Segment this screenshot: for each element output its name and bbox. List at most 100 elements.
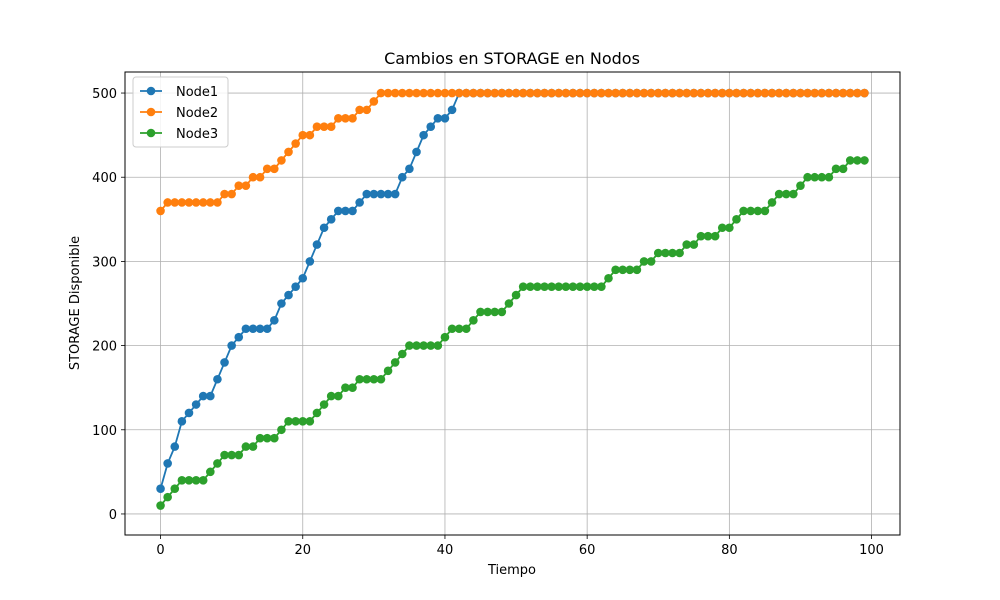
data-point	[454, 324, 464, 334]
data-point	[206, 467, 215, 477]
data-point	[426, 341, 436, 350]
data-point	[355, 374, 364, 384]
data-point	[853, 88, 862, 98]
data-point	[817, 88, 827, 98]
data-point	[547, 282, 556, 291]
data-point	[156, 501, 165, 510]
data-point	[397, 88, 407, 98]
data-point	[447, 324, 457, 334]
data-point	[639, 257, 649, 266]
data-point	[191, 475, 201, 485]
data-point	[853, 156, 862, 165]
data-point	[497, 307, 507, 317]
data-point	[746, 206, 755, 216]
data-point	[419, 341, 428, 350]
legend-item-node3: Node3	[140, 127, 218, 142]
y-tick-label: 0	[109, 508, 117, 523]
data-point	[426, 122, 436, 132]
data-point	[561, 282, 571, 291]
data-point	[604, 88, 613, 98]
legend-item-node2: Node2	[140, 106, 218, 121]
data-point	[838, 164, 848, 174]
legend-label: Node3	[176, 127, 218, 142]
legend-marker	[146, 86, 156, 96]
x-tick-label: 100	[859, 543, 884, 558]
data-point	[412, 341, 421, 350]
data-point	[248, 442, 258, 451]
data-point	[383, 189, 393, 199]
data-point	[767, 88, 777, 98]
data-point	[518, 282, 528, 291]
data-point	[732, 215, 741, 224]
data-point	[241, 324, 251, 334]
data-point	[533, 88, 542, 98]
y-tick-label: 300	[92, 255, 117, 270]
data-point	[668, 248, 677, 258]
data-point	[696, 231, 706, 241]
y-axis-title: STORAGE Disponible	[68, 236, 83, 370]
data-point	[376, 88, 386, 98]
data-point	[390, 88, 400, 98]
data-point	[568, 282, 578, 291]
data-point	[511, 290, 521, 300]
data-point	[710, 88, 720, 98]
data-point	[632, 265, 642, 275]
data-point	[454, 88, 464, 98]
data-point	[561, 88, 571, 98]
data-point	[824, 172, 834, 182]
data-point	[177, 198, 187, 207]
series-node2	[156, 88, 869, 216]
data-point	[312, 408, 322, 418]
data-point	[355, 105, 364, 115]
data-point	[497, 88, 507, 98]
data-point	[334, 391, 343, 401]
data-point	[163, 198, 172, 207]
data-point	[206, 391, 215, 401]
data-point	[845, 88, 855, 98]
data-point	[341, 114, 350, 123]
data-point	[604, 273, 613, 283]
data-point	[533, 282, 542, 291]
data-point	[206, 198, 215, 207]
data-point	[597, 282, 606, 291]
data-point	[426, 88, 436, 98]
data-point	[589, 88, 599, 98]
data-point	[767, 198, 777, 207]
data-point	[277, 156, 286, 165]
data-point	[860, 156, 869, 165]
data-point	[291, 282, 300, 291]
data-point	[725, 223, 734, 233]
data-point	[277, 425, 286, 435]
legend-marker	[146, 107, 156, 117]
data-point	[518, 88, 528, 98]
data-point	[191, 400, 201, 409]
data-point	[291, 417, 300, 426]
x-tick-label: 20	[294, 543, 311, 558]
data-point	[170, 484, 180, 494]
data-point	[369, 374, 379, 384]
data-point	[625, 265, 635, 275]
x-axis-title: Tiempo	[487, 563, 536, 578]
data-point	[689, 240, 699, 249]
data-point	[703, 231, 713, 241]
data-point	[490, 88, 500, 98]
data-point	[774, 88, 784, 98]
data-point	[405, 164, 414, 174]
data-point	[241, 442, 251, 451]
data-point	[262, 164, 272, 174]
data-point	[405, 341, 414, 350]
data-point	[341, 206, 350, 216]
data-point	[717, 223, 727, 233]
data-point	[191, 198, 201, 207]
data-point	[682, 88, 691, 98]
data-point	[234, 181, 244, 190]
data-point	[319, 400, 329, 409]
data-point	[639, 88, 649, 98]
data-point	[803, 172, 812, 182]
data-point	[504, 299, 514, 308]
x-tick-label: 60	[579, 543, 596, 558]
data-point	[824, 88, 834, 98]
data-point	[469, 316, 478, 325]
x-tick-label: 0	[156, 543, 164, 558]
